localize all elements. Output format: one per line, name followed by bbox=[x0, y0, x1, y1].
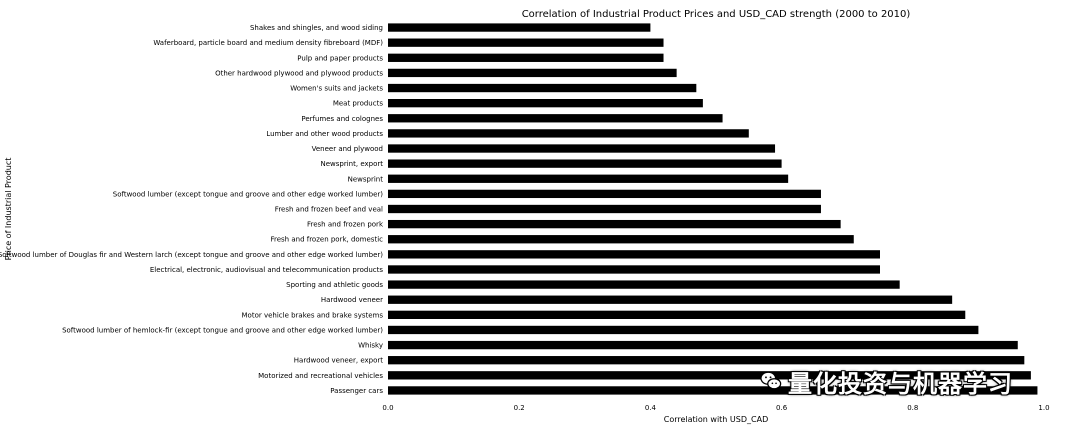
category-label: Lumber and other wood products bbox=[266, 130, 383, 138]
watermark: 量化投资与机器学习 bbox=[760, 364, 1013, 398]
category-label: Electrical, electronic, audiovisual and … bbox=[150, 266, 383, 274]
bar bbox=[388, 83, 697, 93]
category-label: Veneer and plywood bbox=[312, 145, 383, 153]
x-axis-label: Correlation with USD_CAD bbox=[664, 415, 768, 424]
bar bbox=[388, 189, 821, 199]
category-label: Hardwood veneer, export bbox=[294, 357, 383, 365]
category-label: Fresh and frozen pork bbox=[307, 221, 384, 229]
category-labels: Shakes and shingles, and wood siding Wafe… bbox=[0, 24, 384, 395]
x-tick-label: 1.0 bbox=[1038, 404, 1049, 412]
category-label: Perfumes and colognes bbox=[301, 115, 383, 123]
category-label: Softwood lumber of hemlock-fir (except t… bbox=[62, 326, 383, 334]
x-tick-label: 0.8 bbox=[907, 404, 918, 412]
bar bbox=[388, 219, 841, 229]
bar bbox=[388, 144, 776, 153]
category-label: Sporting and athletic goods bbox=[286, 281, 383, 289]
x-tick-label: 0.4 bbox=[645, 404, 657, 412]
bar bbox=[388, 53, 664, 62]
category-label: Waferboard, particle board and medium de… bbox=[153, 39, 383, 47]
bars-group bbox=[388, 23, 1038, 395]
category-label: Whisky bbox=[358, 342, 383, 350]
category-label: Softwood lumber (except tongue and groov… bbox=[113, 190, 383, 198]
category-label: Motorized and recreational vehicles bbox=[258, 372, 383, 380]
bar bbox=[388, 114, 723, 123]
category-label: Meat products bbox=[333, 100, 384, 108]
bar bbox=[388, 280, 900, 289]
bar bbox=[388, 99, 703, 108]
chart-title: Correlation of Industrial Product Prices… bbox=[522, 9, 911, 20]
bar bbox=[388, 129, 749, 138]
x-tick-label: 0.0 bbox=[382, 404, 393, 412]
bar bbox=[388, 356, 1025, 365]
bar bbox=[388, 386, 1038, 395]
category-label: Motor vehicle brakes and brake systems bbox=[242, 311, 384, 319]
wechat-icon bbox=[760, 371, 782, 390]
bar bbox=[388, 310, 966, 319]
watermark-text: 量化投资与机器学习 bbox=[788, 369, 1013, 398]
category-label: Softwood lumber of Douglas fir and Weste… bbox=[0, 251, 383, 259]
bar bbox=[388, 325, 979, 335]
bar bbox=[388, 235, 854, 244]
bar bbox=[388, 250, 880, 259]
category-label: Other hardwood plywood and plywood produ… bbox=[215, 69, 383, 77]
bar bbox=[388, 265, 880, 274]
bar bbox=[388, 68, 677, 78]
category-label: Shakes and shingles, and wood siding bbox=[250, 24, 383, 32]
category-label: Newsprint bbox=[348, 175, 384, 183]
bar bbox=[388, 159, 782, 168]
x-tick-label: 0.2 bbox=[514, 404, 525, 412]
bar bbox=[388, 38, 664, 47]
bar bbox=[388, 174, 789, 183]
category-label: Women's suits and jackets bbox=[290, 85, 383, 93]
bar bbox=[388, 371, 1031, 380]
bar bbox=[388, 295, 953, 304]
category-label: Passenger cars bbox=[330, 387, 383, 395]
category-label: Pulp and paper products bbox=[297, 54, 383, 62]
y-axis-label: Price of Industrial Product bbox=[4, 158, 13, 261]
x-tick-label: 0.6 bbox=[776, 404, 788, 412]
bar bbox=[388, 23, 651, 32]
bar bbox=[388, 204, 821, 214]
category-label: Fresh and frozen pork, domestic bbox=[270, 236, 383, 244]
category-label: Hardwood veneer bbox=[321, 296, 383, 304]
category-label: Fresh and frozen beef and veal bbox=[275, 206, 383, 214]
category-label: Newsprint, export bbox=[321, 160, 384, 168]
x-axis: 0.0 0.2 0.4 0.6 0.8 1.0 bbox=[382, 404, 1049, 412]
bar bbox=[388, 340, 1018, 350]
